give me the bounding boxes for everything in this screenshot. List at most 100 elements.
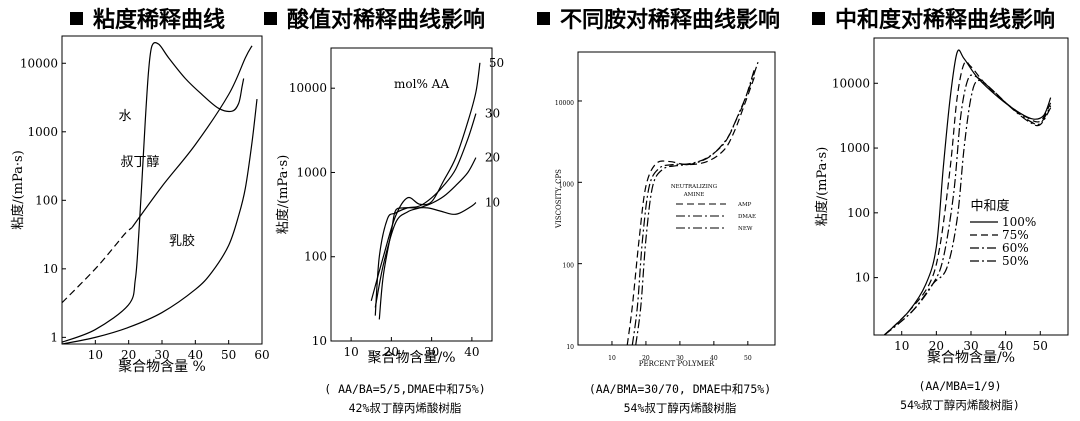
x-axis-label: 聚合物含量 % — [118, 359, 206, 375]
title-bullet-icon — [264, 12, 277, 25]
chart-panel-1 — [61, 35, 263, 345]
series-line-2-1 — [370, 62, 481, 301]
y-tick-label: 10 — [312, 334, 327, 348]
x-tick-label: 10 — [608, 355, 616, 362]
series-line-4-3 — [884, 74, 1052, 336]
series-line-4-1 — [883, 49, 1052, 336]
x-tick-label: 40 — [710, 355, 718, 362]
legend-label-50%: 50% — [1002, 254, 1029, 268]
legend-label-75%: 75% — [1002, 228, 1029, 242]
x-tick-label: 30 — [154, 348, 169, 362]
x-tick-label: 20 — [121, 348, 136, 362]
x-tick-label: 10 — [894, 339, 909, 353]
panel-title-2-text: 酸值对稀释曲线影响 — [287, 8, 486, 33]
x-axis-label: 聚合物含量/% — [367, 350, 455, 366]
caption-panel-2-line-2: 42%叔丁醇丙烯酸树脂 — [348, 401, 462, 415]
x-tick-label: 20 — [384, 345, 399, 359]
panel-title-1-text: 粘度稀释曲线 — [93, 8, 226, 33]
y-axis-label: 粘度/(mPa·s) — [275, 155, 291, 235]
x-tick-label: 30 — [963, 339, 978, 353]
title-bullet-icon — [812, 12, 825, 25]
legend-label-AMP: AMP — [737, 202, 752, 208]
y-axis-label: 粘度/(mPa·s) — [10, 150, 26, 230]
y-tick-label: 1000 — [559, 181, 574, 188]
x-tick-label: 30 — [424, 345, 439, 359]
y-axis-label: VISCOSITY, CPS — [555, 169, 563, 229]
caption-panel-2-line-1: ( AA/BA=5/5,DMAE中和75%) — [324, 382, 486, 396]
panel-title-3: 不同胺对稀释曲线影响 — [537, 2, 780, 34]
series-line-3-2 — [631, 68, 756, 346]
panel-title-2: 酸值对稀释曲线影响 — [264, 2, 485, 34]
y-tick-label: 100 — [847, 206, 870, 220]
series-line-3-1 — [626, 76, 756, 346]
x-tick-label: 10 — [88, 348, 103, 362]
x-axis-label: PERCENT POLYMER — [639, 360, 715, 368]
series-label-10: 10 — [485, 196, 500, 210]
panel-title-3-text: 不同胺对稀释曲线影响 — [560, 8, 781, 33]
y-tick-label: 10000 — [289, 81, 327, 95]
x-tick-label: 40 — [188, 348, 203, 362]
x-tick-label: 40 — [998, 339, 1013, 353]
x-tick-label: 50 — [1033, 339, 1048, 353]
plot-frame — [61, 35, 263, 345]
x-tick-label: 50 — [221, 348, 236, 362]
series-label-2: 叔丁醇 — [120, 154, 159, 170]
series-line-3-3 — [635, 61, 759, 346]
x-tick-label: 40 — [464, 345, 479, 359]
y-tick-label: 10 — [855, 271, 870, 285]
y-tick-label: 10 — [43, 262, 58, 276]
plot-frame — [577, 51, 776, 346]
caption-panel-3-line-2: 54%叔丁醇丙烯酸树脂 — [623, 401, 737, 415]
plot-frame — [330, 47, 493, 342]
series-label-50: 50 — [489, 56, 504, 70]
caption-panel-3-line-1: (AA/BMA=30/70, DMAE中和75%) — [588, 382, 772, 396]
y-tick-label: 10 — [566, 344, 574, 351]
legend-title: NEUTRALIZING — [671, 184, 717, 190]
plot-frame — [873, 37, 1069, 336]
series-line-2-2 — [374, 113, 477, 316]
legend-title: 中和度 — [970, 198, 1009, 214]
x-tick-label: 60 — [254, 348, 269, 362]
chart-panel-3 — [577, 51, 776, 346]
series-line-1-3 — [131, 45, 253, 228]
series-label-1: 水 — [118, 109, 131, 124]
panel-title-4: 中和度对稀释曲线影响 — [812, 2, 1055, 34]
caption-panel-4-line-1: (AA/MBA=1/9) — [918, 379, 1002, 393]
series-line-1-1 — [61, 42, 245, 343]
series-line-4-2 — [883, 60, 1052, 336]
y-tick-label: 1 — [50, 330, 58, 344]
caption-panel-3: (AA/BMA=30/70, DMAE中和75%) 54%叔丁醇丙烯酸树脂 — [560, 380, 800, 418]
title-bullet-icon — [537, 12, 550, 25]
panel-title-4-text: 中和度对稀释曲线影响 — [835, 8, 1056, 33]
x-tick-label: 30 — [676, 355, 684, 362]
y-tick-label: 100 — [304, 250, 327, 264]
y-tick-label: 10000 — [555, 100, 574, 107]
y-tick-label: 1000 — [27, 125, 58, 139]
caption-panel-2: ( AA/BA=5/5,DMAE中和75%) 42%叔丁醇丙烯酸树脂 — [290, 380, 520, 418]
series-line-1-2 — [61, 227, 133, 304]
legend-label-DMAE: DMAE — [738, 214, 756, 220]
y-tick-label: 10000 — [20, 56, 58, 70]
panel-title-1: 粘度稀释曲线 — [70, 2, 225, 34]
legend-label-60%: 60% — [1002, 241, 1029, 255]
chart-panel-4 — [873, 37, 1069, 336]
x-tick-label: 20 — [642, 355, 650, 362]
y-tick-label: 100 — [35, 193, 58, 207]
x-tick-label: 20 — [929, 339, 944, 353]
legend-label-NEW: NEW — [738, 226, 753, 232]
y-tick-label: 1000 — [296, 165, 327, 179]
caption-panel-4-line-2: 54%叔丁醇丙烯酸树脂) — [900, 398, 1020, 412]
y-tick-label: 10000 — [832, 76, 870, 90]
legend-title-2: AMINE — [683, 192, 705, 198]
x-tick-label: 10 — [343, 345, 358, 359]
y-tick-label: 1000 — [839, 141, 870, 155]
title-bullet-icon — [70, 12, 83, 25]
y-axis-label: 粘度/(mPa·s) — [814, 147, 830, 227]
y-tick-label: 100 — [563, 263, 575, 270]
series-label-30: 30 — [485, 107, 500, 121]
caption-panel-4: (AA/MBA=1/9) 54%叔丁醇丙烯酸树脂) — [845, 377, 1075, 415]
series-label-3: 乳胶 — [169, 233, 195, 249]
legend-label-100%: 100% — [1002, 215, 1036, 229]
series-label-20: 20 — [485, 151, 500, 165]
